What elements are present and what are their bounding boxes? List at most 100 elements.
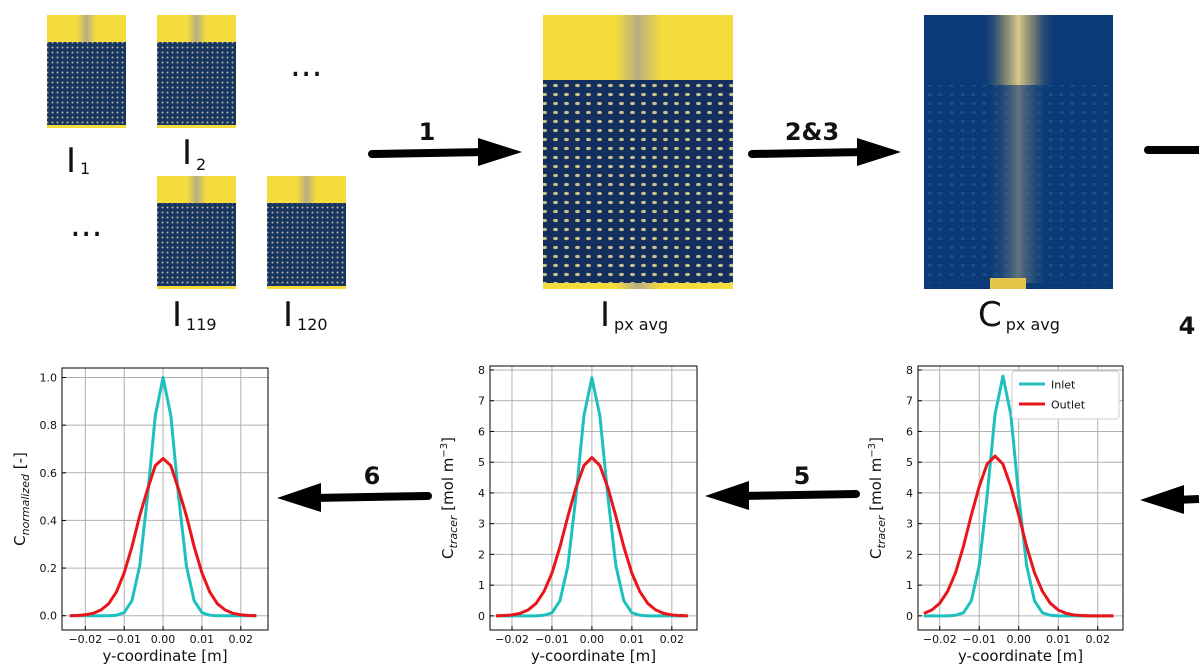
y-tick-label: 8 bbox=[906, 364, 913, 377]
y-tick-label: 8 bbox=[478, 364, 485, 377]
label-sub: 119 bbox=[186, 315, 217, 334]
image-label: I 120 bbox=[283, 295, 328, 335]
image-frame bbox=[157, 176, 236, 289]
y-tick-label: 6 bbox=[906, 425, 913, 438]
y-tick-label: 3 bbox=[478, 518, 485, 531]
y-label-close: ] bbox=[867, 437, 885, 443]
x-tick-label: 0.02 bbox=[229, 633, 254, 646]
x-tick-label: −0.01 bbox=[962, 633, 996, 646]
arrow bbox=[748, 138, 901, 166]
step-label: 1 bbox=[419, 118, 436, 146]
y-label-close: ] bbox=[439, 437, 457, 443]
x-axis-label: y-coordinate [m] bbox=[958, 647, 1083, 665]
image-label: I 119 bbox=[172, 295, 217, 335]
y-tick-label: 2 bbox=[906, 548, 913, 561]
y-tick-label: 6 bbox=[478, 425, 485, 438]
y-tick-label: 0.0 bbox=[40, 610, 58, 623]
step-label: 5 bbox=[794, 462, 811, 490]
x-tick-label: −0.01 bbox=[107, 633, 141, 646]
x-tick-label: 0.00 bbox=[1006, 633, 1031, 646]
label-main: I bbox=[182, 133, 192, 173]
x-tick-label: −0.01 bbox=[535, 633, 569, 646]
y-tick-label: 4 bbox=[478, 487, 485, 500]
y-tick-label: 0.8 bbox=[40, 419, 58, 432]
y-label-sup: −3 bbox=[439, 443, 450, 458]
legend-label: Outlet bbox=[1051, 399, 1086, 412]
y-label-unit: [-] bbox=[11, 452, 29, 474]
y-tick-label: 2 bbox=[478, 548, 485, 561]
ellipsis: ... bbox=[70, 205, 102, 245]
x-tick-label: 0.01 bbox=[620, 633, 645, 646]
y-label-sup: −3 bbox=[867, 443, 878, 458]
image-frame bbox=[157, 15, 236, 128]
step-label: 6 bbox=[364, 462, 381, 490]
y-tick-label: 3 bbox=[906, 518, 913, 531]
label-sub: 120 bbox=[297, 315, 328, 334]
x-tick-label: 0.01 bbox=[190, 633, 215, 646]
y-tick-label: 0.6 bbox=[40, 467, 58, 480]
series-line bbox=[495, 456, 688, 618]
y-axis-label: Cnormalized [-] bbox=[11, 452, 32, 546]
x-tick-label: 0.00 bbox=[580, 633, 605, 646]
x-tick-label: −0.02 bbox=[923, 633, 957, 646]
step-label: 2&3 bbox=[785, 118, 839, 146]
y-tick-label: 5 bbox=[478, 456, 485, 469]
y-label-unit: [mol m bbox=[867, 458, 885, 516]
arrow bbox=[368, 138, 522, 166]
label-main: I bbox=[172, 295, 182, 335]
y-axis-label: Ctracer [mol m−3] bbox=[867, 437, 888, 559]
image-frame bbox=[47, 15, 126, 128]
x-tick-label: 0.01 bbox=[1046, 633, 1071, 646]
arrow bbox=[705, 481, 860, 510]
x-tick-label: −0.02 bbox=[495, 633, 529, 646]
label-main: I bbox=[66, 141, 76, 181]
image-frame bbox=[543, 15, 733, 289]
y-tick-label: 0.2 bbox=[40, 562, 58, 575]
arrow bbox=[277, 483, 432, 512]
x-tick-label: 0.00 bbox=[151, 633, 176, 646]
label-sub: 1 bbox=[80, 159, 90, 178]
label-sub: px avg bbox=[1006, 315, 1060, 334]
label-main: I bbox=[283, 295, 293, 335]
y-label-unit: [mol m bbox=[439, 458, 457, 516]
series-line bbox=[923, 454, 1114, 618]
y-tick-label: 1 bbox=[478, 579, 485, 592]
x-tick-label: 0.02 bbox=[1085, 633, 1110, 646]
y-label-sub: tracer bbox=[447, 514, 460, 548]
series-line bbox=[69, 457, 257, 618]
label-sub: px avg bbox=[614, 315, 668, 334]
y-label-sub: normalized bbox=[19, 473, 32, 535]
y-tick-label: 0.4 bbox=[40, 514, 58, 527]
legend-label: Inlet bbox=[1051, 379, 1076, 392]
x-tick-label: 0.02 bbox=[660, 633, 685, 646]
label-main: I bbox=[600, 295, 610, 335]
step-label: 4 bbox=[1179, 312, 1196, 340]
y-tick-label: 5 bbox=[906, 456, 913, 469]
x-axis-label: y-coordinate [m] bbox=[531, 647, 656, 665]
chart: −0.02 −0.01 0.00 0.01 0.02 0.0 0.2 0.4 0.6 0.8 1.0… bbox=[11, 367, 269, 665]
y-tick-label: 1.0 bbox=[40, 372, 58, 385]
arrow bbox=[1140, 485, 1199, 514]
y-label-main: C bbox=[867, 549, 885, 559]
y-tick-label: 7 bbox=[906, 395, 913, 408]
x-tick-label: −0.02 bbox=[68, 633, 102, 646]
plot-frame bbox=[61, 367, 269, 631]
chart: −0.02 −0.01 0.00 0.01 0.02 0 1 2 3 4 5 6 7 8 Inlet Outl… bbox=[867, 364, 1124, 665]
y-tick-label: 0 bbox=[478, 610, 485, 623]
plot-frame bbox=[917, 365, 1124, 631]
y-label-main: C bbox=[11, 535, 29, 545]
y-axis-label: Ctracer [mol m−3] bbox=[439, 437, 460, 559]
label-sub: 2 bbox=[196, 155, 206, 174]
label-main: C bbox=[978, 295, 1002, 335]
y-tick-label: 0 bbox=[906, 610, 913, 623]
image-frame bbox=[924, 15, 1113, 289]
ellipsis: ... bbox=[290, 45, 322, 85]
plot-frame bbox=[489, 365, 698, 631]
y-tick-label: 7 bbox=[478, 395, 485, 408]
charts: −0.02 −0.01 0.00 0.01 0.02 0.0 0.2 0.4 0.6 0.8 1.0… bbox=[11, 364, 1124, 665]
